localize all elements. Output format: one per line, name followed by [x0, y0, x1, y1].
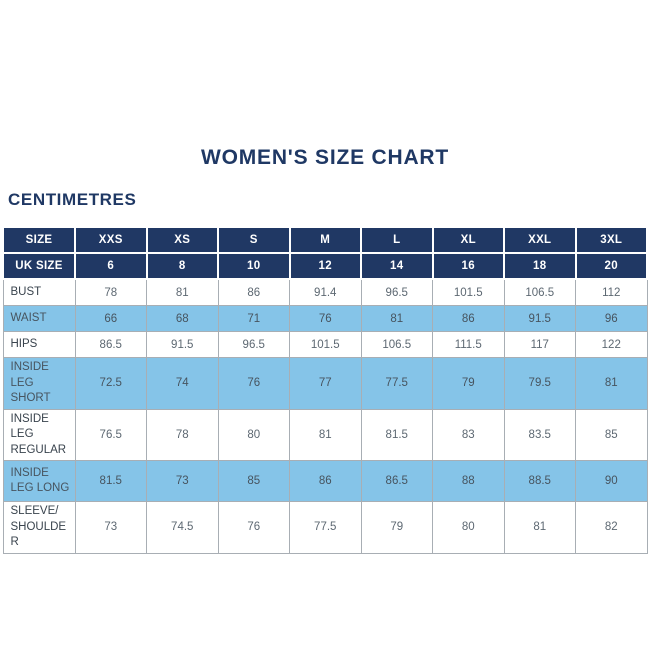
value-cell: 82 — [575, 501, 648, 554]
value-cell: 74.5 — [146, 501, 219, 554]
table-row: INSIDE LEG REGULAR 76.5 78 80 81 81.5 83 83.5 85 — [2, 408, 648, 462]
value-cell: 73 — [146, 460, 219, 503]
value-cell: 79 — [360, 501, 433, 554]
value-cell: 81 — [503, 501, 576, 554]
value-cell: 106.5 — [503, 278, 576, 306]
value-cell: 78 — [74, 278, 147, 306]
value-cell: 112 — [575, 278, 648, 306]
value-cell: 81 — [289, 408, 362, 462]
value-cell: 71 — [217, 305, 290, 332]
header-value-cell: 3XL — [574, 226, 648, 254]
size-table-header: SIZE XXS XS S M L XL XXL 3XL UK SIZE 6 8 10 12 14 16 18 2… — [2, 226, 648, 280]
value-cell: 76 — [289, 305, 362, 332]
header-value-cell: 6 — [74, 252, 148, 280]
header-value-cell: 18 — [503, 252, 577, 280]
value-cell: 83 — [432, 408, 505, 462]
value-cell: 78 — [146, 408, 219, 462]
value-cell: 79.5 — [503, 357, 576, 410]
value-cell: 101.5 — [432, 278, 505, 306]
value-cell: 96.5 — [217, 331, 290, 358]
header-value-cell: 14 — [360, 252, 434, 280]
header-value-cell: M — [288, 226, 362, 254]
value-cell: 81 — [146, 278, 219, 306]
value-cell: 74 — [146, 357, 219, 410]
header-value-cell: S — [217, 226, 291, 254]
value-cell: 122 — [575, 331, 648, 358]
value-cell: 90 — [575, 460, 648, 503]
header-label-cell: UK SIZE — [2, 252, 76, 280]
table-row: HIPS 86.5 91.5 96.5 101.5 106.5 111.5 117 122 — [2, 331, 648, 358]
value-cell: 83.5 — [503, 408, 576, 462]
row-label-cell: BUST — [2, 278, 76, 306]
value-cell: 86.5 — [74, 331, 147, 358]
value-cell: 68 — [146, 305, 219, 332]
header-value-cell: XXL — [503, 226, 577, 254]
header-value-cell: 16 — [431, 252, 505, 280]
row-label-cell: HIPS — [2, 331, 76, 358]
value-cell: 73 — [74, 501, 147, 554]
value-cell: 91.5 — [146, 331, 219, 358]
value-cell: 117 — [503, 331, 576, 358]
row-label-cell: INSIDE LEG LONG — [2, 460, 76, 503]
table-row: WAIST 66 68 71 76 81 86 91.5 96 — [2, 305, 648, 332]
table-row: SLEEVE/ SHOULDER 73 74.5 76 77.5 79 80 81 82 — [2, 501, 648, 554]
header-value-cell: 10 — [217, 252, 291, 280]
header-value-cell: 12 — [288, 252, 362, 280]
value-cell: 77.5 — [289, 501, 362, 554]
value-cell: 80 — [217, 408, 290, 462]
value-cell: 96.5 — [360, 278, 433, 306]
value-cell: 77 — [289, 357, 362, 410]
value-cell: 76 — [217, 357, 290, 410]
size-table-body: BUST 78 81 86 91.4 96.5 101.5 106.5 112 WAIST 66 68… — [2, 278, 648, 554]
value-cell: 96 — [575, 305, 648, 332]
value-cell: 81.5 — [74, 460, 147, 503]
table-row: INSIDE LEG SHORT 72.5 74 76 77 77.5 79 79.5 81 — [2, 357, 648, 410]
value-cell: 86 — [289, 460, 362, 503]
row-label-cell: SLEEVE/ SHOULDER — [2, 501, 76, 554]
header-label-cell: SIZE — [2, 226, 76, 254]
value-cell: 81.5 — [360, 408, 433, 462]
value-cell: 77.5 — [360, 357, 433, 410]
table-row: INSIDE LEG LONG 81.5 73 85 86 86.5 88 88.5 90 — [2, 460, 648, 503]
value-cell: 91.4 — [289, 278, 362, 306]
value-cell: 88.5 — [503, 460, 576, 503]
unit-label: CENTIMETRES — [8, 190, 137, 209]
value-cell: 106.5 — [360, 331, 433, 358]
value-cell: 81 — [575, 357, 648, 410]
value-cell: 101.5 — [289, 331, 362, 358]
row-label-cell: INSIDE LEG REGULAR — [2, 408, 76, 462]
page-title: WOMEN'S SIZE CHART — [200, 146, 450, 169]
header-value-cell: 20 — [574, 252, 648, 280]
value-cell: 85 — [575, 408, 648, 462]
value-cell: 111.5 — [432, 331, 505, 358]
value-cell: 86 — [217, 278, 290, 306]
size-chart-table: SIZE XXS XS S M L XL XXL 3XL UK SIZE 6 8 10 12 14 16 18 2… — [2, 226, 648, 554]
value-cell: 76.5 — [74, 408, 147, 462]
value-cell: 91.5 — [503, 305, 576, 332]
value-cell: 85 — [217, 460, 290, 503]
value-cell: 80 — [432, 501, 505, 554]
header-value-cell: XL — [431, 226, 505, 254]
header-value-cell: 8 — [145, 252, 219, 280]
row-label-cell: INSIDE LEG SHORT — [2, 357, 76, 410]
value-cell: 86 — [432, 305, 505, 332]
table-row: BUST 78 81 86 91.4 96.5 101.5 106.5 112 — [2, 278, 648, 306]
value-cell: 72.5 — [74, 357, 147, 410]
value-cell: 81 — [360, 305, 433, 332]
header-row: UK SIZE 6 8 10 12 14 16 18 20 — [2, 252, 648, 280]
header-value-cell: XXS — [74, 226, 148, 254]
value-cell: 66 — [74, 305, 147, 332]
value-cell: 79 — [432, 357, 505, 410]
header-value-cell: XS — [145, 226, 219, 254]
value-cell: 86.5 — [360, 460, 433, 503]
header-value-cell: L — [360, 226, 434, 254]
value-cell: 76 — [217, 501, 290, 554]
value-cell: 88 — [432, 460, 505, 503]
row-label-cell: WAIST — [2, 305, 76, 332]
header-row: SIZE XXS XS S M L XL XXL 3XL — [2, 226, 648, 254]
